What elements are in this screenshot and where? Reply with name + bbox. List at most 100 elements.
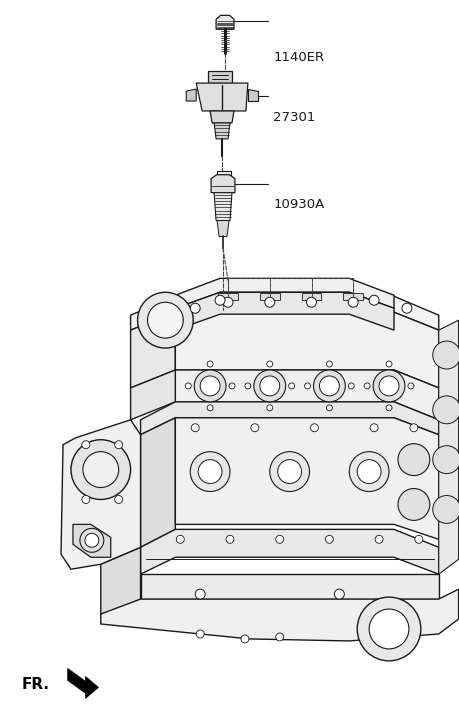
- Polygon shape: [218, 293, 237, 300]
- Text: FR.: FR.: [22, 677, 50, 692]
- Polygon shape: [213, 193, 231, 220]
- Circle shape: [207, 361, 213, 367]
- Circle shape: [259, 376, 279, 396]
- Polygon shape: [186, 89, 196, 101]
- Circle shape: [200, 376, 219, 396]
- Circle shape: [253, 370, 285, 402]
- Circle shape: [369, 609, 408, 649]
- Text: 27301: 27301: [273, 111, 315, 124]
- Circle shape: [207, 405, 213, 411]
- Circle shape: [326, 405, 332, 411]
- Circle shape: [364, 383, 369, 389]
- Circle shape: [82, 441, 90, 449]
- Circle shape: [194, 370, 225, 402]
- Circle shape: [185, 383, 191, 389]
- Circle shape: [432, 446, 459, 473]
- Polygon shape: [175, 312, 438, 388]
- Circle shape: [196, 630, 204, 638]
- Polygon shape: [101, 547, 140, 617]
- Circle shape: [198, 459, 222, 483]
- Polygon shape: [217, 171, 230, 179]
- Polygon shape: [101, 589, 458, 641]
- Circle shape: [325, 535, 333, 543]
- Circle shape: [313, 370, 345, 402]
- Polygon shape: [217, 220, 229, 236]
- Circle shape: [83, 451, 118, 488]
- Circle shape: [432, 396, 459, 424]
- Polygon shape: [247, 89, 257, 101]
- Circle shape: [225, 535, 234, 543]
- Polygon shape: [211, 174, 235, 193]
- Circle shape: [288, 383, 294, 389]
- Polygon shape: [130, 370, 175, 419]
- Polygon shape: [259, 293, 279, 300]
- Circle shape: [275, 535, 283, 543]
- Circle shape: [215, 295, 224, 305]
- Circle shape: [114, 441, 123, 449]
- Circle shape: [432, 496, 459, 523]
- Polygon shape: [175, 278, 393, 308]
- Circle shape: [357, 597, 420, 661]
- Circle shape: [310, 424, 318, 432]
- Polygon shape: [175, 292, 393, 330]
- Polygon shape: [140, 402, 438, 435]
- Circle shape: [378, 376, 398, 396]
- Circle shape: [357, 459, 380, 483]
- Circle shape: [71, 440, 130, 499]
- Polygon shape: [342, 293, 363, 300]
- Circle shape: [190, 451, 230, 491]
- Polygon shape: [175, 418, 438, 539]
- Circle shape: [397, 443, 429, 475]
- Polygon shape: [140, 529, 438, 574]
- Polygon shape: [130, 312, 175, 388]
- Circle shape: [385, 361, 391, 367]
- Circle shape: [347, 297, 358, 308]
- Polygon shape: [210, 111, 234, 123]
- Circle shape: [195, 589, 205, 599]
- Circle shape: [277, 459, 301, 483]
- Polygon shape: [213, 123, 230, 139]
- Circle shape: [223, 297, 232, 308]
- Polygon shape: [140, 574, 438, 599]
- Circle shape: [326, 361, 332, 367]
- Circle shape: [432, 341, 459, 369]
- Circle shape: [347, 383, 353, 389]
- Polygon shape: [196, 83, 247, 111]
- Circle shape: [369, 424, 377, 432]
- Text: 1140ER: 1140ER: [273, 52, 324, 65]
- Polygon shape: [73, 524, 111, 558]
- Polygon shape: [175, 370, 438, 419]
- Circle shape: [374, 535, 382, 543]
- Circle shape: [264, 297, 274, 308]
- Circle shape: [269, 451, 309, 491]
- Circle shape: [334, 589, 343, 599]
- Circle shape: [190, 303, 200, 313]
- Circle shape: [409, 424, 417, 432]
- Circle shape: [414, 535, 422, 543]
- Circle shape: [304, 383, 310, 389]
- Polygon shape: [301, 293, 321, 300]
- Circle shape: [306, 297, 316, 308]
- Polygon shape: [207, 71, 231, 83]
- Circle shape: [147, 302, 183, 338]
- Circle shape: [82, 496, 90, 504]
- Circle shape: [385, 405, 391, 411]
- Circle shape: [191, 424, 199, 432]
- Circle shape: [114, 496, 123, 504]
- Circle shape: [369, 295, 378, 305]
- Circle shape: [250, 424, 258, 432]
- Text: 10930A: 10930A: [273, 198, 324, 211]
- Circle shape: [266, 405, 272, 411]
- Circle shape: [407, 383, 413, 389]
- Circle shape: [275, 633, 283, 641]
- Circle shape: [266, 361, 272, 367]
- Circle shape: [176, 535, 184, 543]
- Polygon shape: [61, 419, 140, 569]
- Polygon shape: [216, 15, 234, 29]
- Polygon shape: [67, 668, 98, 699]
- Circle shape: [241, 635, 248, 643]
- Circle shape: [348, 451, 388, 491]
- Circle shape: [319, 376, 339, 396]
- Circle shape: [137, 292, 193, 348]
- Polygon shape: [140, 418, 175, 547]
